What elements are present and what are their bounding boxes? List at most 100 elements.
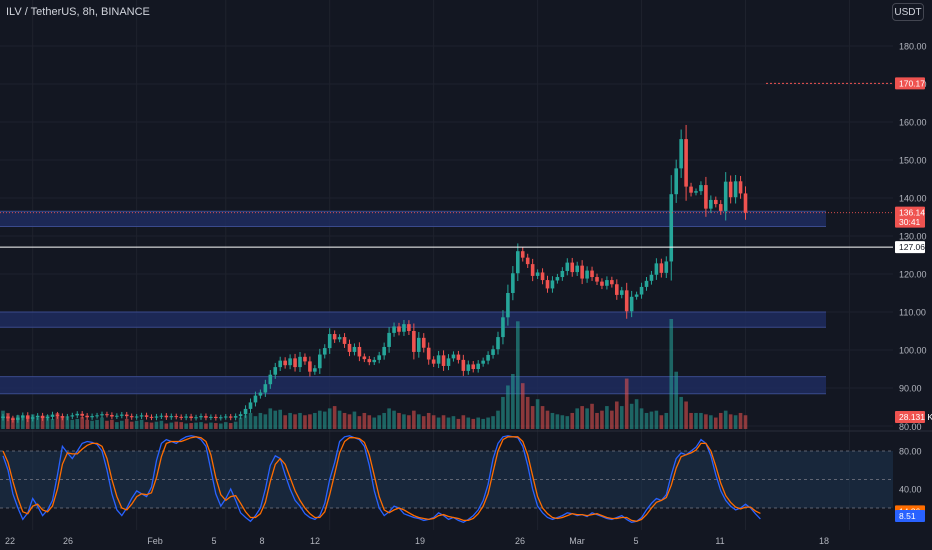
candle-body [654,263,659,275]
volume-bar [600,410,604,429]
volume-bar [322,411,327,429]
current-price-label: 30:41 [899,217,921,227]
volume-bar [377,415,381,429]
price-zone [0,312,826,328]
candle-body [100,414,104,416]
candle-body [80,413,84,416]
candle-body [189,416,193,419]
candle-body [426,347,431,360]
volume-bar [144,422,149,429]
candle-body [738,181,743,194]
candle-body [243,408,248,415]
volume-bar [516,321,520,429]
candle-body [555,277,560,281]
candle-body [95,415,99,417]
volume-bar [60,416,65,429]
candle-body [357,346,362,357]
volume-bar [501,396,505,429]
candle-body [501,317,505,338]
candle-body [298,356,302,368]
volume-bar [407,415,411,429]
candle-body [149,416,154,418]
candle-body [124,414,129,417]
time-axis-tick: 8 [259,536,264,546]
volume-bar [65,418,70,429]
volume-bar [110,419,114,429]
time-axis-tick: 11 [715,536,724,546]
volume-bar [402,414,406,429]
candle-body [714,199,718,205]
candle-body [456,354,461,360]
candle-body [65,416,70,418]
volume-bar [278,409,282,429]
volume-bar [85,419,89,429]
volume-bar [169,422,174,429]
currency-button[interactable]: USDT [892,3,924,21]
candle-body [639,286,644,295]
volume-bar [639,408,644,429]
candle-body [615,284,619,295]
volume-bar [129,421,134,429]
volume-bar [456,418,461,429]
volume-bar [347,414,352,429]
volume-bar [149,422,154,429]
candle-body [466,364,471,371]
volume-bar [471,418,476,429]
volume-bar [80,417,84,429]
volume-bar [283,415,287,429]
volume-bar [184,423,188,429]
volume-bar [362,412,367,429]
stochastic-pane [0,430,932,524]
volume-bar [303,415,307,429]
volume-bar [134,420,139,429]
candle-body [674,168,678,195]
volume-bar [451,416,456,429]
volume-bar [357,416,362,429]
volume-bar [441,415,446,429]
volume-bar [214,423,218,429]
stoch-d-line [2,436,761,522]
stoch-k-label-bg [895,510,925,522]
time-axis-tick: 5 [211,536,216,546]
current-price-label: 136.14 [899,208,925,218]
candle-body [342,337,347,344]
candle-body [105,414,109,416]
candle-body [129,416,134,418]
volume-bar [263,414,268,429]
volume-bar [228,423,233,429]
candle-body [16,417,20,420]
candle-body [580,265,584,279]
candle-body [610,280,614,285]
candle-body [55,414,60,417]
candle-body [253,395,258,403]
candle-body [669,194,674,262]
candle-body [367,359,372,363]
volume-bar [619,406,624,429]
volume-bar [550,412,555,429]
candle-body [248,402,253,409]
volume-bar [654,410,659,429]
volume-bar [352,411,357,429]
volume-bar [491,416,495,429]
volume-bar [723,410,728,429]
volume-bar [397,412,401,429]
volume-bar [124,418,129,429]
time-axis-tick: 22 [5,536,15,546]
volume-bar [11,417,15,429]
candle-body [50,414,55,417]
candle-body [530,264,535,276]
candle-body [238,414,243,417]
volume-bar [560,415,565,429]
volume-bar [268,408,273,429]
volume-bar [699,412,703,429]
candle-body [273,367,278,375]
volume-bar [21,416,25,429]
candle-body [313,368,317,372]
candle-body [550,280,555,289]
volume-bar [243,415,248,429]
volume-bar [679,396,683,429]
horizontal-line-label-bg [895,241,925,254]
volume-bar [342,412,347,429]
